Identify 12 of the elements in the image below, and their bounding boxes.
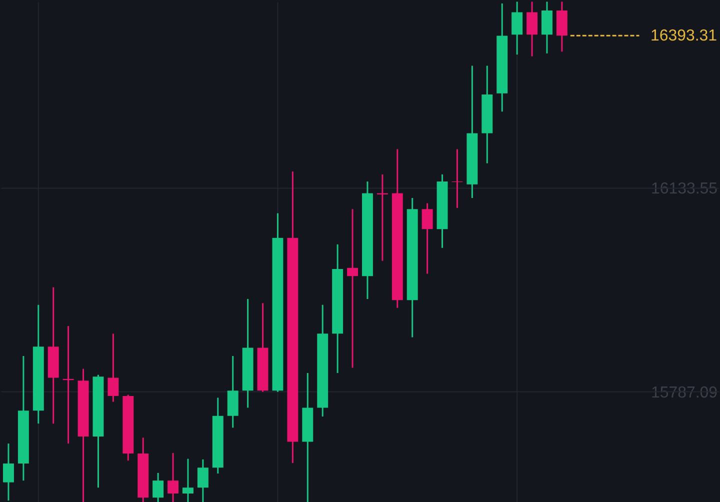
candlestick bbox=[168, 452, 179, 502]
candlestick bbox=[512, 0, 523, 56]
candlestick bbox=[526, 0, 538, 58]
candlestick bbox=[182, 458, 194, 502]
candlestick bbox=[2, 442, 14, 502]
candlestick bbox=[108, 332, 119, 403]
candlestick bbox=[376, 174, 388, 262]
ref-line-label: 16393.31 bbox=[650, 28, 718, 45]
candlestick bbox=[152, 472, 164, 502]
candlestick bbox=[197, 458, 208, 502]
candlestick bbox=[347, 208, 358, 368]
candlestick bbox=[422, 202, 433, 274]
